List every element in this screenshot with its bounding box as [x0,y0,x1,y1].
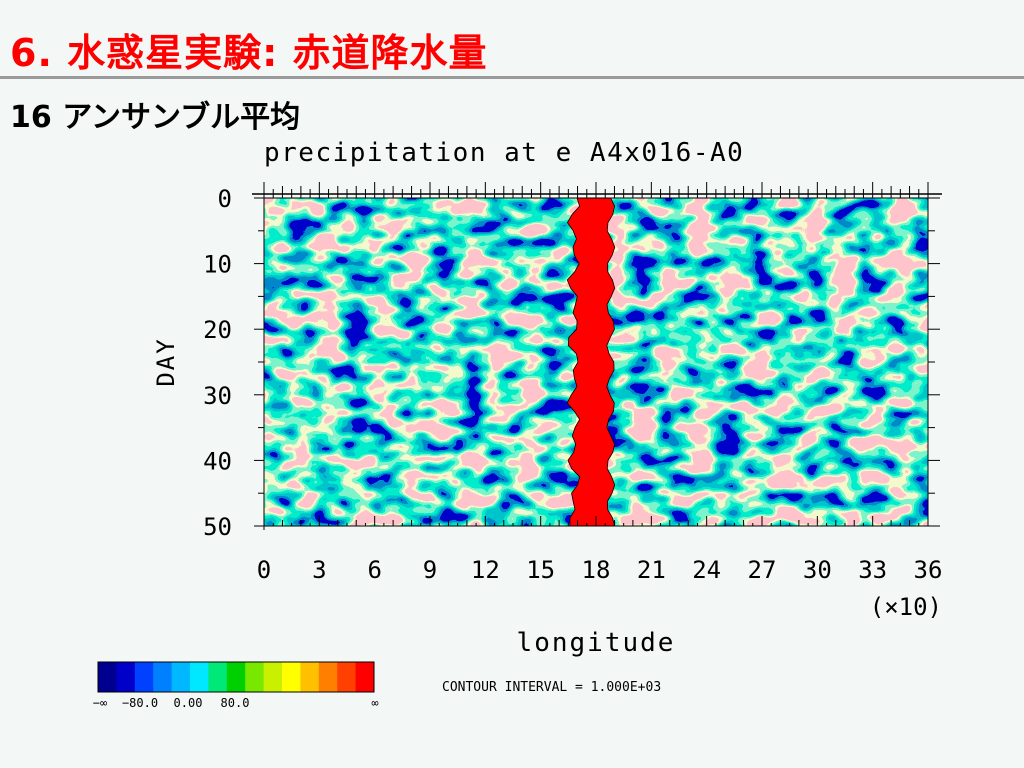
slide-subtitle: 16 アンサンブル平均 [10,100,301,135]
colorbar-swatch [300,662,320,692]
y-tick-label: 10 [203,251,232,279]
x-axis-label: longitude [517,628,676,658]
colorbar-swatch [263,662,283,692]
colorbar-swatch [282,662,301,692]
y-tick-label: 40 [203,447,232,475]
x-tick-label: 18 [582,556,611,584]
colorbar-swatch [337,662,357,692]
colorbar-swatch [355,662,375,692]
slide-title: 6. 水惑星実験: 赤道降水量 [10,31,488,75]
y-tick-label: 30 [203,382,232,410]
x-tick-label: 3 [312,556,326,584]
y-tick-label: 20 [203,316,232,344]
x-tick-label: 30 [803,556,832,584]
colorbar-swatch [318,662,338,692]
colorbar-swatch [208,662,228,692]
colorbar-label: −80.0 [122,696,158,710]
colorbar-swatch [153,662,173,692]
colorbar: −∞ −80.0 0.00 80.0 ∞ [93,661,379,710]
colorbar-label: −∞ [93,696,107,710]
y-tick-label: 50 [203,513,232,541]
x-tick-label: 6 [367,556,381,584]
colorbar-swatch [226,662,246,692]
x-tick-label: 24 [692,556,721,584]
x-tick-label: 21 [637,556,666,584]
colorbar-swatch [171,662,191,692]
colorbar-swatch [98,662,117,692]
colorbar-label: ∞ [371,696,378,710]
y-tick-label: 0 [218,185,232,213]
colorbar-swatch [134,662,154,692]
colorbar-swatch [245,662,265,692]
colorbar-swatch [190,662,209,692]
x-tick-label: 33 [858,556,887,584]
colorbar-label: 80.0 [221,696,250,710]
contour-interval-text: CONTOUR INTERVAL = 1.000E+03 [442,680,661,695]
equatorial-rain-band [566,198,616,526]
x-tick-label: 27 [748,556,777,584]
y-axis-label: DAY [152,337,180,386]
x-multiplier-label: (×10) [870,593,942,621]
x-tick-label: 36 [914,556,943,584]
chart-title: precipitation at e A4x016-A0 [264,138,744,168]
colorbar-label: 0.00 [174,696,203,710]
x-tick-label: 9 [423,556,437,584]
x-tick-label: 12 [471,556,500,584]
title-divider [0,76,1024,79]
heatmap-field [264,198,928,526]
x-tick-label: 15 [526,556,555,584]
x-tick-label: 0 [257,556,271,584]
colorbar-swatch [116,662,136,692]
